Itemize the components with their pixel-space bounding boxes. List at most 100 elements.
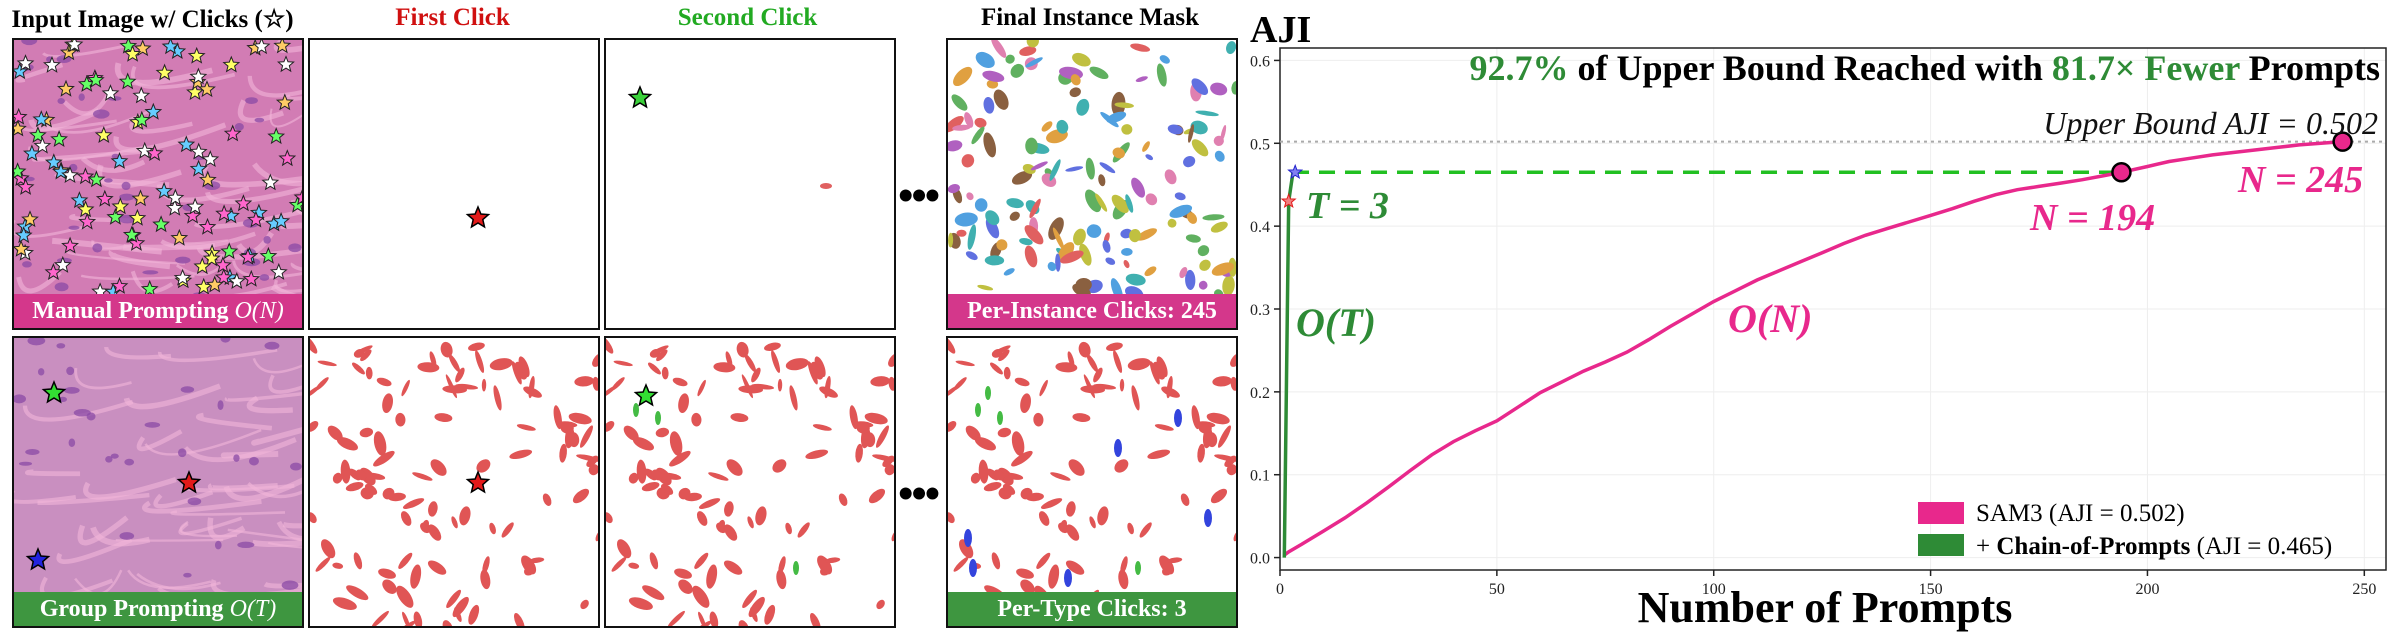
nucleus-mask — [616, 539, 632, 559]
instance-blob — [974, 117, 987, 128]
blue-star-icon — [25, 547, 51, 571]
instance-blob — [1065, 166, 1084, 172]
first-click-column-title: First Click — [395, 4, 510, 31]
nucleus-mask — [772, 459, 787, 473]
final-instance-mask-bottom: Per-Type Clicks: 3 — [946, 336, 1238, 628]
nucleus-mask — [606, 338, 614, 354]
nucleus-mask — [747, 516, 754, 529]
nucleus-mask — [978, 459, 989, 484]
nucleus-mask — [310, 512, 317, 524]
group-prompting-banner: Group Prompting O(T) — [14, 592, 302, 626]
instance-blob — [948, 115, 964, 133]
click-star-icon — [127, 233, 146, 251]
nucleus-mask — [694, 552, 709, 569]
nucleus-mask — [373, 450, 395, 467]
instance-blob — [1185, 234, 1201, 243]
x-tick-label: 100 — [1702, 581, 1726, 598]
nucleus-mask — [1050, 472, 1071, 481]
nucleus-mask — [459, 506, 471, 526]
nucleus-mask — [1127, 358, 1151, 371]
instance-blob — [1003, 268, 1015, 276]
tissue-fiber — [104, 346, 172, 360]
nucleus-mask — [315, 556, 331, 572]
instance-blob — [1112, 147, 1125, 159]
nucleus-mask — [669, 450, 691, 467]
instance-blob — [964, 112, 974, 128]
instance-blob — [1136, 228, 1157, 241]
nucleus-mask — [1011, 450, 1033, 467]
nucleus-mask — [674, 568, 692, 579]
click-star-icon — [132, 110, 151, 128]
instance-blob — [1125, 194, 1134, 213]
click-star-icon — [239, 247, 257, 265]
blue-nucleus-mask — [1114, 439, 1122, 457]
click-star-icon — [273, 40, 292, 54]
nucleus-mask — [317, 360, 337, 367]
click-star-icon — [110, 276, 129, 294]
click-star-icon — [70, 191, 89, 209]
nucleus-mask — [748, 596, 765, 618]
nucleus-mask — [628, 472, 639, 484]
nucleus-mask — [576, 454, 598, 462]
blue-nucleus-mask — [1174, 409, 1182, 427]
instance-blob — [965, 251, 978, 261]
tissue-fiber — [136, 429, 183, 452]
nucleus-mask — [1226, 464, 1236, 476]
click-star-icon — [14, 162, 27, 180]
instance-blob — [1191, 139, 1209, 157]
nucleus-mask — [948, 512, 955, 524]
blue-nucleus-mask — [1204, 509, 1212, 527]
nucleus-mask — [315, 377, 329, 391]
nucleus-mask — [1180, 493, 1190, 506]
nucleus-mask — [521, 555, 537, 575]
nucleus-mask — [1233, 531, 1236, 542]
nucleus-mask — [656, 349, 668, 362]
nucleus-mask — [1033, 412, 1044, 427]
tissue-fiber — [247, 75, 302, 98]
click-star-icon — [275, 93, 294, 111]
instance-blob — [1142, 141, 1150, 152]
nucleus-mask — [997, 427, 1012, 438]
nucleus-mask — [1230, 376, 1236, 391]
nucleus-mask — [838, 493, 848, 506]
nucleus-mask — [1120, 556, 1128, 574]
y-tick-label: 0.6 — [1250, 53, 1270, 70]
instance-blob — [1106, 111, 1127, 124]
blue-star-marker-icon — [1287, 163, 1304, 180]
group-prompting-label: Group Prompting — [39, 596, 230, 622]
instance-blob — [1179, 266, 1188, 279]
nucleus-mask — [1020, 393, 1031, 414]
instance-blob — [1019, 46, 1037, 57]
instance-blob — [1156, 63, 1167, 87]
nucleus-mask — [446, 589, 462, 609]
nucleus-mask — [359, 427, 374, 438]
tissue-nucleus — [288, 243, 302, 253]
instance-blob — [1167, 218, 1177, 228]
group-prompting-complexity: O(T) — [229, 596, 277, 622]
instance-blob — [1055, 253, 1061, 272]
nucleus-mask — [509, 449, 533, 460]
nucleus-mask — [742, 589, 758, 609]
nucleus-mask — [864, 412, 888, 425]
instance-blob — [1060, 250, 1084, 264]
nucleus-mask — [1198, 422, 1212, 434]
instance-blob — [956, 229, 967, 237]
nucleus-mask — [428, 501, 438, 517]
nucleus-mask — [856, 422, 870, 434]
nucleus-mask — [723, 560, 743, 575]
tissue-nucleus — [92, 109, 110, 119]
nucleus-mask — [336, 437, 358, 451]
nucleus-mask — [1014, 377, 1030, 387]
tissue-nucleus — [119, 532, 135, 540]
legend-label-sam3: SAM3 (AJI = 0.502) — [1976, 500, 2185, 527]
instance-blob — [1098, 174, 1106, 187]
click-star-icon — [205, 275, 224, 293]
per-instance-banner: Per-Instance Clicks: 245 — [948, 294, 1236, 328]
tissue-fiber — [196, 246, 302, 260]
nucleus-mask — [797, 522, 810, 538]
instance-blob — [986, 79, 999, 89]
tissue-nucleus — [86, 412, 96, 421]
click-star-icon — [202, 249, 221, 267]
tissue-fiber — [178, 516, 243, 536]
click-star-icon — [14, 62, 29, 80]
